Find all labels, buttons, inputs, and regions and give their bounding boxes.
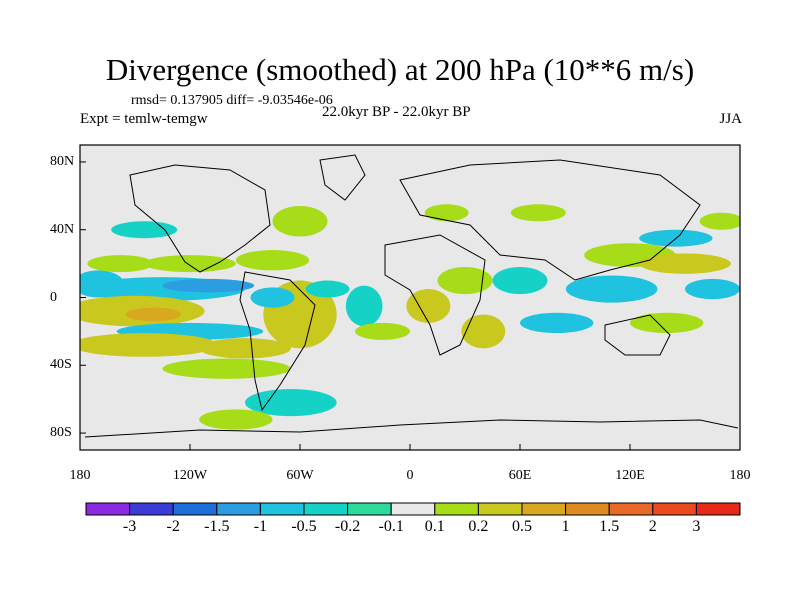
divergence-region-32 bbox=[685, 278, 740, 300]
colorbar-level-11: 1.5 bbox=[599, 518, 620, 535]
colorbar-level-4: -0.5 bbox=[291, 518, 317, 535]
colorbar-level-13: 3 bbox=[692, 518, 701, 535]
divergence-region-20 bbox=[355, 322, 410, 340]
chart-title: Divergence (smoothed) at 200 hPa (10**6 … bbox=[105, 52, 695, 87]
colorbar-bin-11 bbox=[565, 502, 610, 516]
divergence-region-18 bbox=[199, 409, 273, 430]
x-tick-label-1: 120W bbox=[172, 468, 208, 483]
divergence-region-22 bbox=[424, 204, 469, 222]
divergence-region-11 bbox=[111, 221, 178, 239]
divergence-region-27 bbox=[520, 312, 594, 334]
divergence-region-2 bbox=[162, 278, 255, 293]
x-tick-label-2: 60W bbox=[286, 468, 314, 483]
colorbar-level-5: -0.2 bbox=[334, 518, 361, 535]
colorbar-bin-1 bbox=[129, 502, 174, 516]
colorbar-bin-13 bbox=[652, 502, 697, 516]
divergence-region-6 bbox=[80, 333, 218, 357]
colorbar-bin-12 bbox=[608, 502, 654, 516]
divergence-region-4 bbox=[125, 307, 181, 322]
divergence-region-10 bbox=[144, 255, 236, 273]
divergence-field bbox=[80, 204, 740, 430]
colorbar-level-3: -1 bbox=[253, 518, 268, 535]
divergence-region-28 bbox=[565, 275, 658, 303]
stats-text: rmsd= 0.137905 diff= -9.03546e-06 bbox=[131, 93, 333, 108]
colorbar-bin-10 bbox=[521, 502, 567, 516]
colorbar-bin-0 bbox=[85, 502, 131, 516]
axis-ticks bbox=[79, 161, 741, 450]
y-tick-label-3: 40S bbox=[50, 357, 72, 373]
colorbar-level-2: -1.5 bbox=[204, 518, 230, 535]
x-tick-label-5: 120E bbox=[615, 468, 645, 483]
y-tick-label-0: 80N bbox=[50, 153, 75, 169]
coastlines bbox=[84, 154, 739, 438]
divergence-region-23 bbox=[437, 267, 493, 295]
y-tick-label-2: 0 bbox=[50, 289, 57, 305]
colorbar-bin-7 bbox=[390, 502, 436, 516]
divergence-region-21 bbox=[406, 289, 451, 323]
divergence-region-9 bbox=[87, 255, 154, 273]
colorbar-level-0: -3 bbox=[122, 518, 137, 535]
divergence-region-34 bbox=[699, 212, 740, 230]
colorbar-bin-2 bbox=[172, 502, 218, 516]
divergence-region-12 bbox=[235, 250, 310, 271]
divergence-region-15 bbox=[272, 206, 328, 237]
divergence-region-25 bbox=[492, 267, 548, 295]
colorbar-level-8: 0.2 bbox=[468, 518, 489, 535]
colorbar-bin-9 bbox=[477, 502, 523, 516]
colorbar-bin-6 bbox=[347, 502, 392, 516]
divergence-region-17 bbox=[245, 389, 337, 417]
colorbar-level-7: 0.1 bbox=[424, 518, 445, 535]
colorbar-bin-3 bbox=[216, 502, 261, 516]
divergence-region-7 bbox=[199, 338, 291, 359]
colorbar-bin-14 bbox=[695, 502, 741, 516]
x-tick-label-3: 0 bbox=[406, 468, 414, 483]
colorbar-level-9: 0.5 bbox=[512, 518, 532, 535]
divergence-region-30 bbox=[639, 253, 731, 274]
colorbar bbox=[85, 502, 741, 516]
divergence-region-16 bbox=[305, 280, 350, 298]
colorbar-level-12: 2 bbox=[648, 518, 657, 535]
colorbar-bin-8 bbox=[434, 502, 479, 516]
experiment-label: Expt = temlw-temgw bbox=[80, 111, 208, 127]
divergence-region-33 bbox=[630, 312, 704, 334]
period-label: 22.0kyr BP - 22.0kyr BP bbox=[322, 104, 471, 120]
colorbar-bin-5 bbox=[303, 502, 349, 516]
colorbar-level-1: -2 bbox=[166, 518, 180, 535]
y-tick-label-1: 40N bbox=[50, 221, 75, 237]
divergence-region-19 bbox=[345, 285, 383, 327]
colorbar-level-10: 1 bbox=[561, 518, 570, 535]
divergence-region-26 bbox=[510, 204, 566, 222]
divergence-region-14 bbox=[250, 287, 295, 308]
colorbar-bin-4 bbox=[259, 502, 305, 516]
x-tick-label-4: 60E bbox=[508, 468, 532, 483]
season-label: JJA bbox=[719, 111, 742, 127]
y-tick-label-4: 80S bbox=[50, 425, 72, 441]
divergence-region-8 bbox=[162, 358, 291, 379]
x-tick-label-0: 180 bbox=[69, 468, 91, 483]
divergence-region-24 bbox=[461, 314, 506, 349]
x-tick-label-6: 180 bbox=[729, 468, 751, 483]
colorbar-level-6: -0.1 bbox=[378, 518, 404, 535]
